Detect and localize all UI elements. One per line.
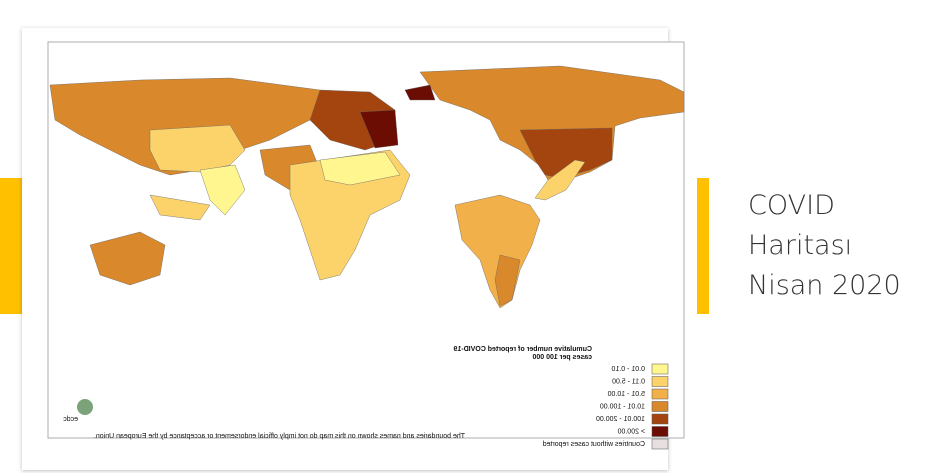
- accent-bar: [697, 178, 709, 314]
- western-europe: [359, 109, 399, 149]
- title-line: COVID: [748, 190, 835, 221]
- logo-globe: [77, 399, 93, 415]
- north-america: [419, 65, 685, 181]
- legend-swatch: [651, 363, 669, 375]
- legend-swatch: [651, 388, 669, 400]
- legend-title: Cumulative number of reported COVID-19: [453, 346, 592, 353]
- logo-text: ecdc: [63, 416, 78, 423]
- legend-label: Countries without cases reported: [543, 441, 645, 448]
- australia: [89, 231, 166, 286]
- accent-bar: [0, 178, 22, 314]
- north-africa: [319, 151, 401, 186]
- chile-argentina: [494, 254, 521, 307]
- map: [49, 65, 685, 309]
- legend-label: 10.01 - 100.00: [600, 403, 645, 410]
- southeast-asia: [149, 194, 211, 221]
- legend-swatch: [651, 376, 669, 387]
- disclaimer: The boundaries and names shown on this m…: [94, 433, 465, 440]
- india: [199, 164, 246, 216]
- legend-swatch: [651, 426, 669, 437]
- central-america: [534, 159, 586, 201]
- legend-label: 0.01 - 0.10: [611, 366, 645, 373]
- legend-label: 0.11 - 5.00: [612, 378, 645, 385]
- title-line: Haritası: [748, 230, 852, 261]
- map-annotations: Cumulative number of reported COVID-19ca…: [63, 346, 669, 450]
- title-line: Nisan 2020: [748, 270, 901, 301]
- iceland: [404, 84, 436, 101]
- legend-label: 5.01 - 10.00: [608, 391, 645, 398]
- legend-swatch: [651, 438, 669, 450]
- legend-label: 100.01 - 200.00: [596, 416, 645, 423]
- south-america: [454, 194, 541, 309]
- legend-swatch: [651, 413, 669, 425]
- legend: Cumulative number of reported COVID-19ca…: [453, 346, 669, 450]
- legend-label: > 200.00: [617, 428, 645, 435]
- africa: [289, 149, 411, 281]
- legend-swatch: [651, 401, 669, 412]
- legend-title: cases per 100 000: [532, 354, 592, 361]
- slide-title: COVID Haritası Nisan 2020: [748, 190, 901, 301]
